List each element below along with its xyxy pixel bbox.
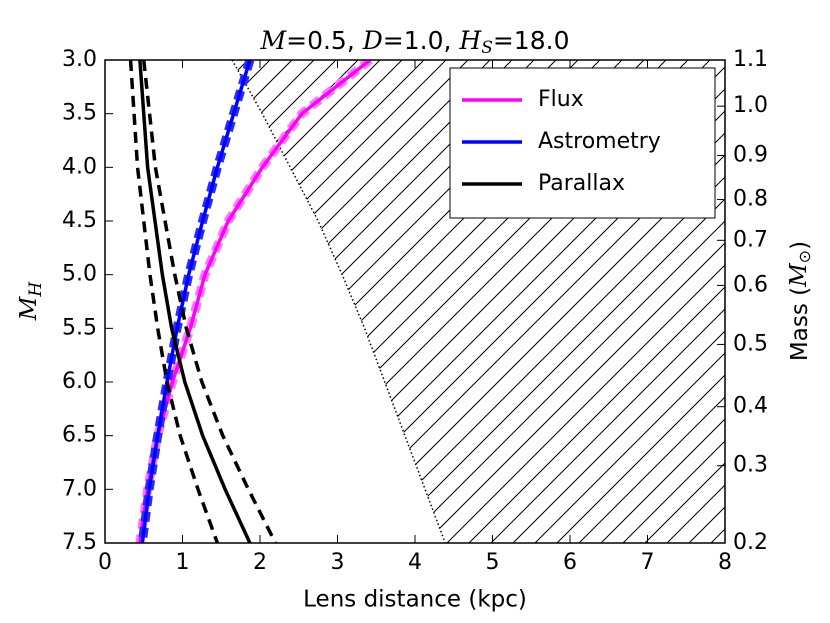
- series-line: [138, 60, 252, 543]
- y2-label-part: Mass (: [787, 287, 813, 361]
- y2-tick-label: 0.7: [733, 227, 768, 252]
- x-tick-label: 7: [641, 550, 655, 575]
- series-line: [142, 60, 278, 543]
- y2-label-part: ⊙: [795, 250, 814, 263]
- y-tick-label: 6.5: [62, 423, 97, 448]
- series-line: [128, 60, 220, 543]
- y2-label-part: M: [786, 262, 812, 288]
- title-part: =0.5,: [286, 26, 363, 55]
- y2-tick-label: 0.9: [733, 143, 768, 168]
- x-axis-label: Lens distance (kpc): [303, 587, 527, 613]
- x-tick-label: 4: [408, 550, 422, 575]
- y-tick-label: 3.0: [62, 47, 97, 72]
- x-tick-label: 1: [176, 550, 190, 575]
- series-line: [140, 60, 252, 543]
- y2-tick-label: 0.4: [733, 394, 768, 419]
- y-tick-label: 5.5: [62, 315, 97, 340]
- y2-tick-label: 0.8: [733, 187, 768, 212]
- y-label-part: M: [16, 295, 42, 321]
- y-tick-label: 3.5: [62, 101, 97, 126]
- title-part: M: [260, 26, 288, 55]
- y2-tick-label: 0.5: [733, 331, 768, 356]
- y-tick-label: 5.0: [62, 262, 97, 287]
- x-tick-label: 3: [331, 550, 345, 575]
- y-tick-label: 7.0: [62, 476, 97, 501]
- y2-tick-label: 1.1: [733, 47, 768, 72]
- y2-label-part: ): [787, 241, 813, 250]
- y2-axis-label: Mass (M⊙): [786, 241, 814, 361]
- chart-title: M=0.5, D=1.0, HS=18.0: [260, 26, 570, 58]
- x-tick-label: 5: [486, 550, 500, 575]
- x-tick-label: 0: [98, 550, 112, 575]
- y-tick-label: 6.0: [62, 369, 97, 394]
- title-part: S: [481, 38, 493, 58]
- y-tick-label: 4.0: [62, 154, 97, 179]
- title-part: D: [362, 26, 383, 55]
- title-part: H: [458, 26, 482, 55]
- y2-tick-label: 0.2: [733, 530, 768, 555]
- y-tick-label: 4.5: [62, 208, 97, 233]
- x-tick-label: 6: [563, 550, 577, 575]
- y2-tick-label: 1.0: [733, 93, 768, 118]
- x-tick-label: 8: [718, 550, 732, 575]
- title-part: =18.0: [493, 26, 570, 55]
- y2-tick-label: 0.6: [733, 272, 768, 297]
- legend-label: Parallax: [538, 171, 625, 196]
- y-tick-label: 7.5: [62, 530, 97, 555]
- y-axis-label: MH: [16, 281, 46, 322]
- legend-label: Astrometry: [538, 129, 661, 154]
- title-part: =1.0,: [383, 26, 460, 55]
- y-label-part: H: [26, 281, 46, 298]
- x-tick-label: 2: [253, 550, 267, 575]
- legend-label: Flux: [538, 87, 584, 112]
- y2-tick-label: 0.3: [733, 453, 768, 478]
